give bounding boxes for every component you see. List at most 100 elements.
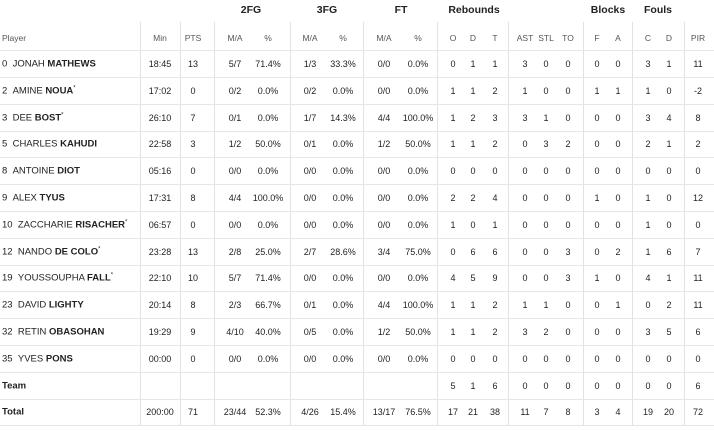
stat-cell: 06:57 [148, 219, 172, 230]
row-divider [0, 372, 714, 373]
stat-cell: 0 [594, 353, 600, 364]
stat-cell: 0/0 [377, 353, 391, 364]
stat-cell: 0 [565, 380, 571, 391]
stat-cell: 0 [543, 380, 549, 391]
stat-cell: 33.3% [330, 59, 356, 69]
stat-cell: 2 [645, 139, 651, 150]
group-header: Rebounds [448, 4, 500, 16]
stat-cell: 22:10 [148, 273, 172, 284]
player-cell: 3 DEE BOST* [2, 112, 64, 123]
stat-cell: 71 [187, 407, 199, 418]
player-cell: 9 ALEX TYUS [2, 193, 65, 204]
stat-cell: 5/7 [228, 273, 242, 284]
player-cell: 19 YOUSSOUPHA FALL* [2, 273, 113, 284]
row-divider [0, 211, 714, 212]
stat-cell: 12 [692, 193, 704, 203]
stat-cell: 22:58 [148, 139, 172, 150]
starter-mark: * [73, 85, 76, 92]
stat-cell: 21 [467, 407, 479, 418]
stat-cell: 3 [522, 112, 528, 123]
stat-cell: 17:02 [148, 85, 172, 96]
stat-cell: 0.0% [407, 166, 429, 177]
column-header: % [264, 33, 272, 43]
stat-cell: 6 [695, 327, 701, 337]
player-number: 2 [2, 85, 8, 97]
group-header: FT [394, 4, 408, 16]
stat-cell: 1 [470, 139, 476, 150]
stat-cell: 0 [615, 139, 621, 150]
player-last-name: OBASOHAN [49, 326, 105, 338]
stat-cell: 1/2 [228, 139, 242, 150]
row-divider [0, 399, 714, 400]
stat-cell: 0/2 [228, 85, 242, 96]
stat-cell: 1/3 [303, 59, 317, 69]
column-header: O [449, 33, 457, 43]
stat-cell: 0.0% [332, 300, 354, 311]
player-number: 19 [2, 272, 13, 284]
player-number: 5 [2, 138, 8, 150]
stat-cell: 0/0 [377, 85, 391, 96]
player-cell: 12 NANDO DE COLO* [2, 246, 100, 257]
stat-cell: 3 [522, 327, 528, 337]
stat-cell: 05:16 [148, 166, 172, 177]
stat-cell: 2 [450, 193, 456, 203]
stat-cell: 0.0% [332, 139, 354, 150]
stat-cell: 1/2 [377, 139, 391, 150]
stat-cell: 0 [594, 112, 600, 123]
stat-cell: 5 [450, 380, 456, 391]
column-header: D [469, 33, 477, 43]
player-first-name: JONAH [12, 58, 45, 70]
stat-cell: 1 [492, 59, 498, 69]
stat-cell: 0 [615, 193, 621, 203]
stat-cell: 66.7% [255, 300, 281, 311]
stat-cell: 1 [450, 219, 456, 230]
row-divider [0, 318, 714, 319]
stat-cell: 6 [492, 246, 498, 257]
stat-cell: 0 [645, 300, 651, 311]
stat-cell: 0 [522, 273, 528, 284]
stat-cell: 00:00 [148, 353, 172, 364]
starter-mark: * [61, 112, 64, 119]
stat-cell: 6 [492, 380, 498, 391]
stat-cell: 0 [522, 193, 528, 203]
stat-cell: 1 [470, 327, 476, 337]
stat-cell: 0/0 [377, 193, 391, 203]
stat-cell: 0 [594, 166, 600, 177]
stat-cell: 19 [642, 407, 654, 418]
stat-cell: 5 [666, 327, 672, 337]
row-divider [0, 238, 714, 239]
stat-cell: 4 [666, 112, 672, 123]
player-cell: 23 DAVID LIGHTY [2, 300, 84, 311]
stat-cell: 0.0% [332, 219, 354, 230]
stat-cell: 1 [645, 246, 651, 257]
player-first-name: DEE [12, 112, 33, 124]
stat-cell: 0/0 [228, 353, 242, 364]
stat-cell: 8 [190, 300, 196, 311]
stat-cell: 2 [470, 193, 476, 203]
stat-cell: 1 [450, 300, 456, 311]
stat-cell: 0/0 [303, 353, 317, 364]
stat-cell: 3 [565, 246, 571, 257]
stat-cell: 0 [645, 380, 651, 391]
stat-cell: 0 [543, 219, 549, 230]
stat-cell: 0 [565, 219, 571, 230]
stat-cell: 0 [543, 59, 549, 69]
stat-cell: 0 [543, 193, 549, 203]
stat-cell: 2 [492, 139, 498, 150]
stat-cell: 0/0 [228, 219, 242, 230]
stat-cell: 0/0 [228, 166, 242, 177]
stat-cell: 0 [695, 219, 701, 230]
stat-cell: 1 [645, 193, 651, 203]
stat-cell: 2 [492, 300, 498, 311]
stat-cell: 5 [470, 273, 476, 284]
stat-cell: 2 [695, 139, 701, 150]
stat-cell: 2 [543, 327, 549, 337]
stat-cell: 0 [615, 380, 621, 391]
stat-cell: 3 [645, 327, 651, 337]
stat-cell: 0/5 [303, 327, 317, 337]
column-header: D [665, 33, 673, 43]
stat-cell: 1/2 [377, 327, 391, 337]
stat-cell: 28.6% [330, 246, 356, 257]
row-divider [0, 104, 714, 105]
stat-cell: 0 [645, 166, 651, 177]
